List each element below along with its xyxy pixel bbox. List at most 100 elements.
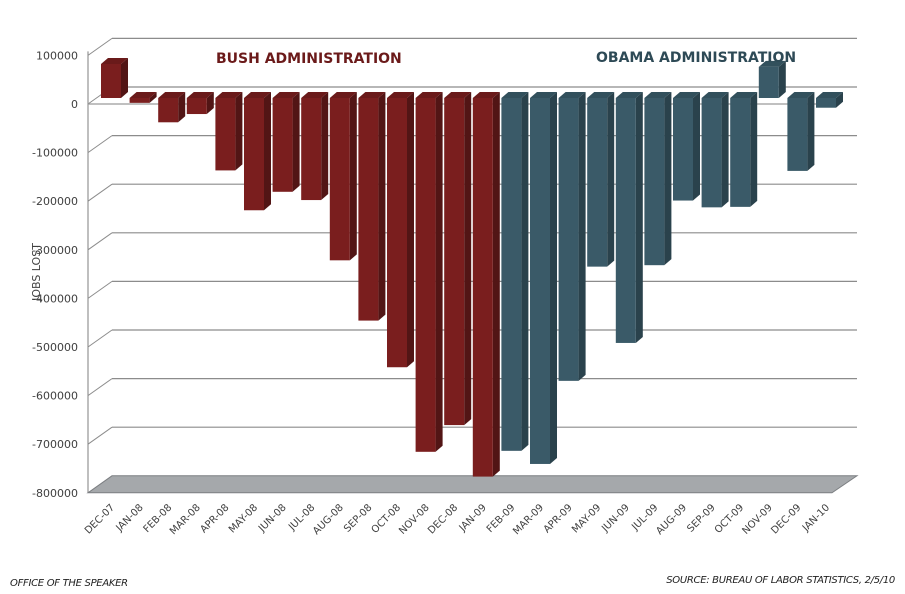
bar-side: [235, 92, 243, 171]
bar-front: [673, 98, 693, 201]
bar-top: [701, 92, 729, 98]
y-axis-ticks: 100000 0 -100000 -200000 -300000 -400000 -5000…: [32, 49, 78, 499]
x-tick-label: NOV-08: [397, 502, 431, 536]
bar: [272, 92, 300, 192]
bar-top: [501, 92, 529, 98]
bar: [415, 92, 443, 452]
y-tick-label: -100000: [32, 147, 78, 160]
bar-front: [701, 98, 722, 208]
gridline-diagonal: [87, 135, 113, 154]
bar-side: [178, 92, 186, 123]
bar-top: [186, 92, 214, 98]
bar-side: [206, 92, 214, 115]
bar-top: [215, 92, 243, 98]
x-tick-label: DEC-07: [83, 502, 117, 536]
bar-top: [244, 92, 271, 98]
bar-front: [730, 98, 751, 207]
floor-plane: [86, 475, 859, 494]
bar-front: [186, 98, 207, 115]
bar: [615, 92, 643, 343]
bar-side: [407, 92, 414, 368]
bar: [158, 92, 186, 123]
x-tick-label: JAN-09: [457, 502, 489, 534]
bar: [358, 92, 386, 321]
bar-front: [244, 98, 264, 211]
bar-top: [301, 92, 329, 98]
bar: [673, 92, 700, 201]
bar: [587, 92, 615, 267]
bar-front: [129, 98, 150, 103]
bar-front: [387, 98, 407, 368]
y-tick-label: -700000: [32, 438, 78, 451]
bar-side: [292, 92, 300, 192]
bar-top: [644, 92, 672, 98]
bar-side: [264, 92, 271, 211]
bar-front: [358, 98, 379, 321]
bar-side: [464, 92, 472, 426]
bar-front: [816, 98, 836, 108]
x-tick-label: AUG-08: [311, 502, 346, 537]
y-tick-label: -800000: [32, 487, 78, 500]
bar-top: [816, 92, 843, 98]
bar-front: [530, 98, 550, 464]
bar: [701, 92, 729, 208]
bar-front: [501, 98, 522, 451]
y-tick-label: -600000: [32, 390, 78, 403]
x-axis-ticks: DEC-07JAN-08FEB-08MAR-08APR-08MAY-08JUN-…: [83, 502, 832, 537]
bar-front: [215, 98, 236, 171]
gridline-diagonal: [87, 378, 113, 397]
bar-side: [750, 92, 758, 207]
bar-side: [664, 92, 672, 266]
bar: [787, 92, 815, 171]
x-tick-label: JAN-10: [800, 502, 832, 534]
bar-top: [558, 92, 586, 98]
x-tick-label: DEC-08: [426, 502, 460, 536]
bar: [472, 92, 500, 477]
bar: [329, 92, 357, 261]
gridline-diagonal: [87, 280, 113, 299]
bar-side: [378, 92, 386, 321]
x-tick-label: MAY-08: [227, 502, 260, 535]
bar-top: [101, 57, 128, 64]
bar-side: [635, 92, 643, 343]
bar-side: [778, 60, 786, 98]
x-tick-label: DEC-09: [769, 502, 803, 536]
obama-administration-label: OBAMA ADMINISTRATION: [596, 50, 796, 66]
y-tick-label: -300000: [32, 244, 78, 257]
bar-front: [329, 98, 350, 261]
bar-front: [101, 63, 121, 98]
x-tick-label: SEP-08: [342, 502, 374, 534]
bar-top: [329, 92, 357, 98]
bar-top: [587, 92, 615, 98]
bar-side: [578, 92, 586, 381]
bar-side: [607, 92, 615, 267]
bars: [101, 57, 843, 477]
bar: [129, 92, 157, 103]
bar-top: [272, 92, 300, 98]
bar-side: [836, 92, 843, 108]
x-tick-label: JUN-09: [599, 502, 632, 535]
bar-top: [673, 92, 700, 98]
footer-credit: OFFICE OF THE SPEAKER: [10, 578, 128, 589]
bar-side: [349, 92, 357, 261]
bar-front: [272, 98, 293, 192]
bar-side: [435, 92, 443, 452]
bar-front: [444, 98, 465, 426]
bar: [501, 92, 529, 451]
bar-front: [644, 98, 665, 266]
bar-top: [472, 92, 500, 98]
footer-source: SOURCE: BUREAU OF LABOR STATISTICS, 2/5/…: [666, 575, 895, 586]
bar-top: [387, 92, 414, 98]
x-tick-label: MAY-09: [570, 502, 603, 535]
x-tick-label: MAR-09: [511, 502, 546, 537]
gridline-diagonal: [87, 232, 113, 251]
bar: [244, 92, 271, 211]
gridline-diagonal: [87, 183, 113, 202]
bar: [215, 92, 243, 171]
bar: [186, 92, 214, 115]
y-tick-label: -400000: [32, 292, 78, 305]
x-tick-label: JUN-08: [256, 502, 289, 535]
bar-top: [787, 92, 815, 98]
x-tick-label: MAR-08: [168, 502, 203, 537]
